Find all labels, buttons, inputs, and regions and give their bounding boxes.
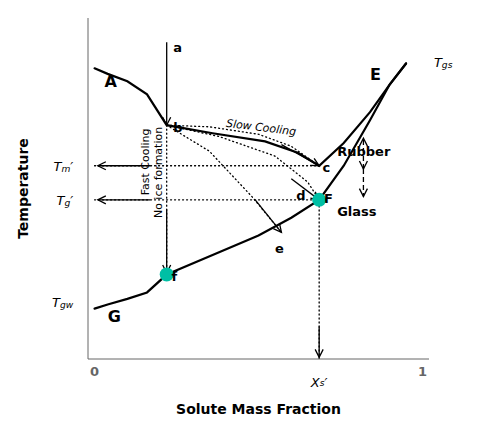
svg-text:Tg′: Tg′: [57, 192, 74, 208]
svg-text:G: G: [108, 307, 121, 326]
svg-text:Rubber: Rubber: [337, 144, 391, 159]
svg-text:Fast Cooling: Fast Cooling: [139, 128, 152, 195]
svg-text:No ice formation: No ice formation: [152, 127, 165, 218]
svg-text:c: c: [322, 160, 330, 175]
svg-text:Glass: Glass: [337, 204, 377, 219]
svg-text:Tm′: Tm′: [53, 158, 73, 174]
svg-text:Tgw: Tgw: [52, 295, 74, 311]
svg-text:b: b: [173, 120, 182, 135]
svg-text:f: f: [172, 269, 178, 284]
svg-text:d: d: [296, 188, 305, 203]
svg-text:Xs′: Xs′: [310, 374, 328, 389]
svg-text:A: A: [104, 72, 117, 91]
svg-text:Slow Cooling: Slow Cooling: [225, 117, 297, 138]
svg-text:Temperature: Temperature: [15, 138, 31, 239]
svg-text:E: E: [370, 65, 381, 84]
svg-text:F: F: [324, 191, 333, 206]
svg-text:e: e: [275, 241, 284, 256]
svg-text:a: a: [173, 40, 182, 55]
svg-text:1: 1: [418, 364, 427, 379]
svg-text:Tgs: Tgs: [434, 54, 453, 70]
svg-text:0: 0: [90, 364, 99, 379]
svg-text:Solute Mass Fraction: Solute Mass Fraction: [176, 401, 341, 417]
